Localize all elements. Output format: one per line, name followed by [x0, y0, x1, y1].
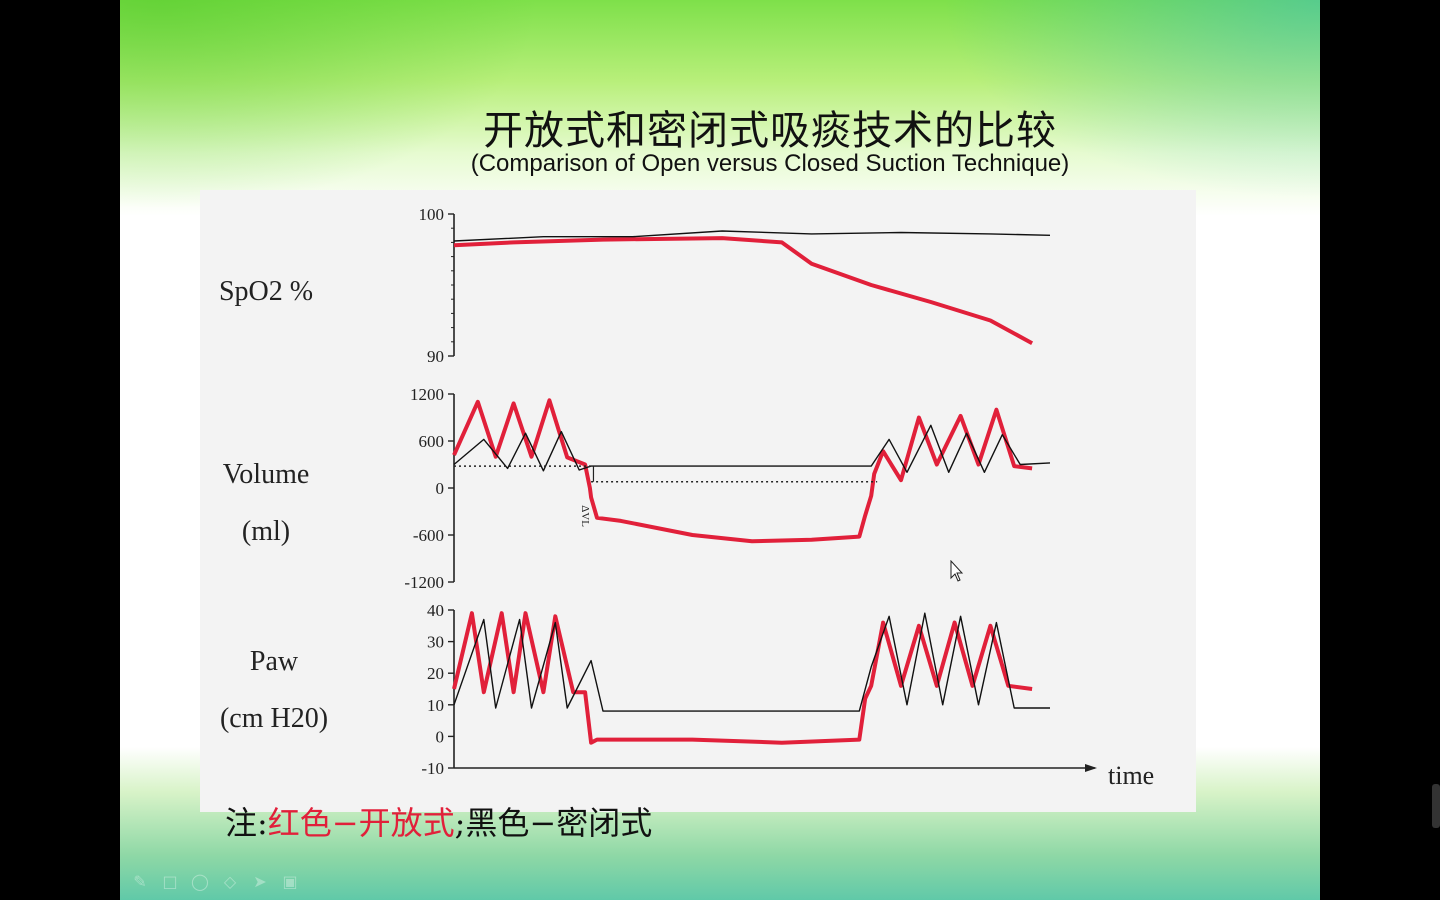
square-icon[interactable]: □	[162, 872, 178, 891]
background-wash-right	[940, 0, 1320, 200]
screen-icon[interactable]: ▣	[282, 872, 298, 891]
y-tick-label: 0	[436, 727, 445, 746]
delta-annotation: ΔVL	[579, 505, 591, 527]
mouse-cursor-icon	[950, 560, 964, 582]
y-tick-label: -1200	[404, 573, 444, 592]
slide-subtitle: (Comparison of Open versus Closed Suctio…	[470, 150, 1070, 177]
slide-title: 开放式和密闭式吸痰技术的比较	[483, 108, 1057, 154]
y-tick-label: 1200	[410, 385, 444, 404]
y-tick-label: 600	[419, 432, 445, 451]
x-axis-label: time	[1108, 761, 1154, 790]
presentation-toolbar: ✎ □ ◯ ◇ ➤ ▣	[130, 872, 300, 892]
y-tick-label: 90	[427, 347, 444, 366]
pen-icon[interactable]: ✎	[133, 872, 147, 891]
y-tick-label: 10	[427, 696, 444, 715]
y-axis-label: Volume	[223, 459, 310, 490]
series-line-3-1	[452, 611, 1033, 745]
y-tick-label: 30	[427, 633, 444, 652]
y-tick-label: 20	[427, 664, 444, 683]
series-line-3-2	[453, 612, 1050, 712]
series-line-2-1	[452, 398, 1033, 544]
y-tick-label: 0	[436, 479, 445, 498]
slide: 开放式和密闭式吸痰技术的比较 (Comparison of Open versu…	[120, 0, 1320, 900]
y-tick-label: -10	[421, 759, 444, 778]
background-wash-left	[120, 0, 540, 210]
chart-figure: 100 90 SpO2 % 1200 600 0 -600 -1200 Volume (ml) ΔV…	[200, 190, 1196, 812]
y-axis-unit: (cm H20)	[220, 703, 328, 734]
y-tick-label: -600	[413, 526, 444, 545]
y-axis-unit: (ml)	[242, 516, 290, 547]
pointer-icon[interactable]: ➤	[253, 872, 267, 891]
note-separator: ;	[454, 804, 466, 842]
note-prefix: 注:	[225, 804, 268, 842]
y-tick-label: 100	[419, 205, 445, 224]
y-tick-label: 40	[427, 601, 444, 620]
eraser-icon[interactable]: ◇	[223, 872, 237, 891]
scrollbar-thumb[interactable]	[1432, 784, 1440, 828]
x-axis-arrow-icon	[1085, 764, 1097, 772]
y-axis-label: Paw	[250, 646, 299, 677]
note-open: 红色−开放式	[267, 804, 455, 842]
y-axis-label: SpO2 %	[219, 276, 313, 307]
note-closed: 黑色−密闭式	[465, 804, 653, 842]
legend-note: 注:红色−开放式;黑色−密闭式	[225, 798, 652, 844]
circle-icon[interactable]: ◯	[191, 872, 209, 891]
series-line-1-1	[453, 236, 1034, 345]
series-line-2-2	[453, 424, 1051, 473]
series-line-1-2	[453, 230, 1051, 242]
